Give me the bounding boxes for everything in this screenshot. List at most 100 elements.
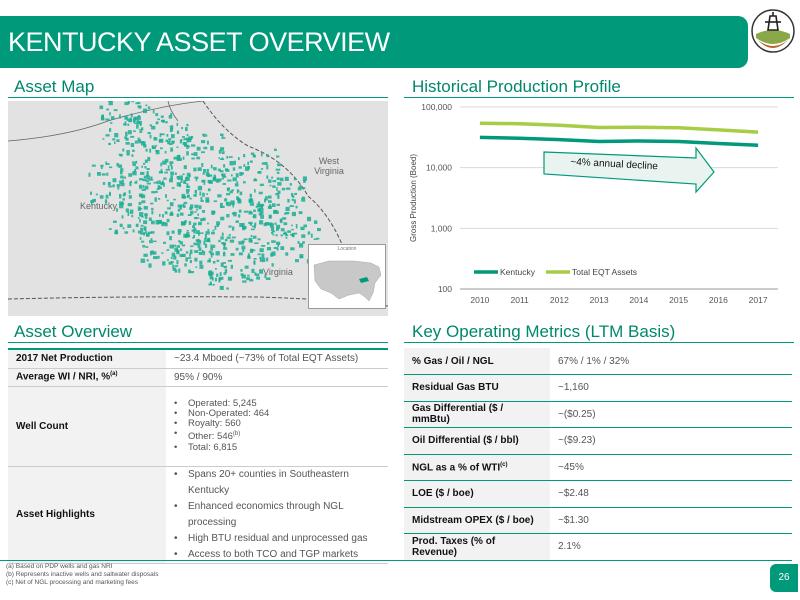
well-dot	[159, 213, 161, 217]
well-dot	[106, 172, 109, 176]
well-dot	[250, 197, 253, 202]
well-dot	[249, 279, 254, 282]
well-dot	[259, 212, 264, 215]
well-dot	[251, 268, 255, 274]
y-tick-label: 100	[438, 284, 452, 294]
well-dot	[191, 229, 196, 232]
well-dot	[247, 253, 250, 258]
well-dot	[88, 172, 91, 177]
well-dot	[210, 164, 213, 169]
well-dot	[169, 125, 172, 128]
well-dot	[181, 193, 186, 199]
well-dot	[155, 144, 157, 147]
well-dot	[260, 203, 263, 208]
metric-label: Midstream OPEX ($ / boe)	[404, 507, 550, 534]
well-dot	[147, 106, 151, 110]
well-dot	[220, 216, 225, 221]
well-dot	[191, 153, 194, 156]
well-dot	[257, 253, 261, 256]
y-tick-label: 1,000	[431, 223, 453, 233]
well-dot	[220, 262, 224, 267]
page-title: KENTUCKY ASSET OVERVIEW	[8, 27, 390, 57]
well-dot	[148, 217, 152, 221]
well-dot	[276, 203, 280, 206]
well-dot	[171, 252, 176, 257]
well-dot	[137, 115, 140, 118]
well-dot	[193, 194, 197, 197]
well-dot	[207, 188, 211, 192]
well-dot	[177, 157, 182, 161]
well-dot	[212, 229, 215, 232]
metric-value: ~$1.30	[550, 507, 792, 534]
series-line	[479, 135, 759, 147]
y-tick-label: 10,000	[426, 163, 452, 173]
well-dot	[259, 256, 262, 259]
well-dot	[153, 181, 158, 184]
well-dot	[127, 211, 130, 216]
well-dot	[209, 275, 213, 280]
well-dot	[238, 166, 242, 169]
well-dot	[189, 271, 194, 274]
well-dot	[276, 224, 281, 229]
metric-label-text: % Gas / Oil / NGL	[412, 355, 494, 367]
well-dot	[272, 234, 275, 236]
well-dot	[224, 269, 228, 273]
well-dot	[212, 244, 216, 248]
map-label-virginia: Virginia	[263, 267, 293, 277]
well-dot	[249, 160, 253, 163]
well-dot	[147, 156, 151, 162]
well-dot	[199, 260, 203, 265]
well-dot	[197, 240, 202, 244]
well-dot	[291, 198, 294, 201]
well-dot	[138, 139, 142, 144]
well-dot	[273, 247, 278, 249]
well-dot	[180, 179, 183, 183]
well-dot	[116, 184, 120, 187]
well-dot	[91, 164, 96, 167]
well-dot	[144, 166, 147, 169]
well-dot	[260, 152, 263, 157]
metric-label: Prod. Taxes (% of Revenue)	[404, 533, 550, 561]
well-dot	[187, 195, 190, 198]
well-dot	[176, 182, 181, 187]
well-dot	[132, 163, 136, 167]
well-dot	[213, 200, 217, 203]
well-dot	[207, 222, 209, 225]
overview-heading: Asset Overview	[14, 322, 133, 341]
well-dot	[259, 220, 264, 225]
well-dot	[210, 244, 213, 248]
well-dot	[144, 185, 149, 190]
well-dot	[259, 183, 264, 186]
well-dot	[101, 115, 104, 120]
well-dot	[175, 172, 177, 175]
well-dot	[302, 176, 307, 181]
inset-label: Location	[337, 246, 357, 252]
well-dot	[143, 162, 146, 165]
well-dot	[131, 101, 134, 103]
metrics-underline	[404, 342, 794, 343]
well-dot	[114, 230, 118, 234]
well-dot	[139, 237, 142, 240]
well-dot	[169, 164, 173, 167]
well-dot	[196, 208, 198, 211]
well-dot	[113, 109, 118, 112]
well-dot	[170, 125, 174, 130]
well-dot	[195, 266, 198, 268]
well-dot	[137, 105, 141, 108]
well-dot	[279, 177, 284, 182]
well-dot	[181, 136, 185, 138]
well-dot	[128, 173, 133, 177]
well-dot	[261, 253, 265, 258]
us-map-icon	[313, 260, 382, 302]
well-dot	[176, 260, 179, 265]
well-dot	[189, 253, 191, 257]
well-dot	[198, 205, 202, 210]
well-dot	[221, 177, 224, 180]
well-dot	[130, 180, 132, 183]
well-dot	[169, 178, 173, 183]
well-dot	[215, 268, 217, 270]
well-dot	[253, 258, 257, 260]
well-dot	[271, 251, 276, 256]
well-dot	[169, 202, 174, 207]
map-label-west-virginia: West Virginia	[314, 156, 344, 176]
